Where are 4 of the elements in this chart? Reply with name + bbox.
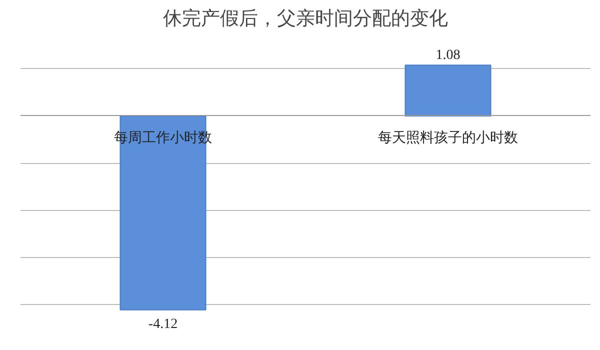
chart-title: 休完产假后，父亲时间分配的变化 [163,8,448,30]
data-label: -4.12 [148,316,178,332]
x-tick-label: 每天照料孩子的小时数 [378,130,518,146]
data-label: 1.08 [436,48,460,64]
